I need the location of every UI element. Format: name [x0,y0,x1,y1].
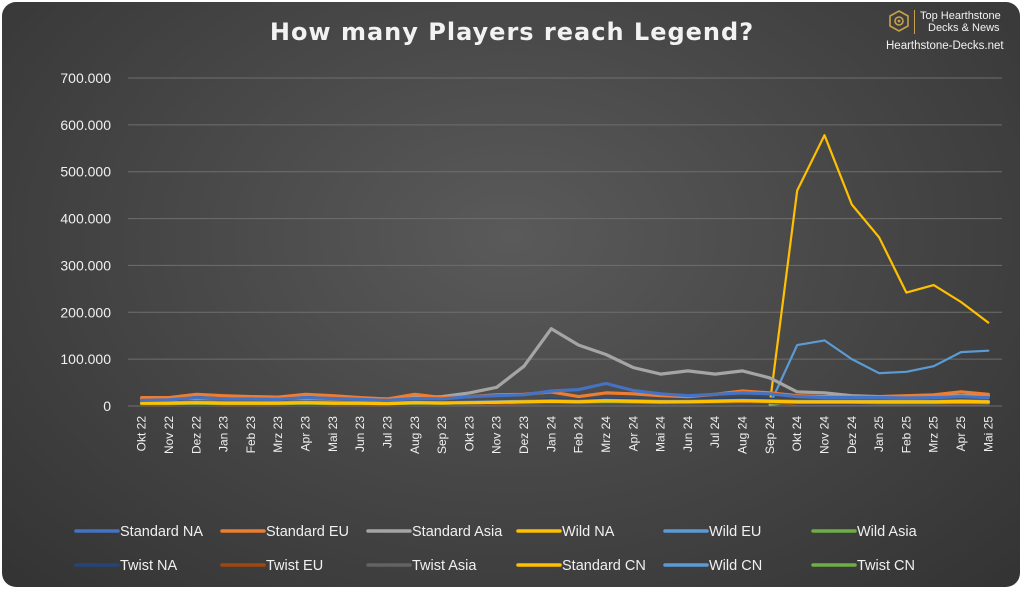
legend-label: Standard Asia [412,524,503,540]
legend-label: Twist Asia [412,558,477,574]
legend-item[interactable]: Wild Asia [811,524,918,540]
legend-label: Wild NA [562,524,615,540]
x-tick-label: Okt 23 [462,416,476,452]
series-line-standard-na [140,381,990,402]
x-tick-label: Jan 25 [872,416,886,452]
x-tick-label: Okt 22 [135,416,149,452]
x-tick-label: Mrz 23 [271,416,285,453]
x-tick-label: Jul 24 [708,416,722,448]
x-tick-label: Jul 23 [380,416,394,448]
x-tick-label: Mai 24 [654,416,668,452]
legend-item[interactable]: Twist Asia [366,558,477,574]
legend-item[interactable]: Wild CN [663,558,762,574]
x-tick-label: Feb 25 [899,416,913,454]
series-line-standard-cn [768,134,990,405]
x-tick-label: Jan 23 [217,416,231,452]
legend-label: Standard CN [562,558,646,574]
legend-item[interactable]: Standard EU [220,524,349,540]
legend-label: Standard EU [266,524,349,540]
legend-label: Twist EU [266,558,323,574]
legend-label: Standard NA [120,524,203,540]
brand-block[interactable]: Top Hearthstone Decks & News Hearthstone… [884,8,1014,58]
x-tick-label: Sep 23 [435,416,449,454]
x-tick-label: Apr 25 [954,416,968,452]
legend-item[interactable]: Standard CN [516,558,646,574]
legend-item[interactable]: Standard Asia [366,524,503,540]
series-line-wild-cn [768,339,990,406]
x-tick-label: Jan 24 [544,416,558,452]
legend-label: Twist CN [857,558,915,574]
x-tick-label: Jun 24 [681,416,695,452]
x-tick-label: Mrz 25 [927,416,941,453]
brand-separator [914,10,915,34]
x-tick-label: Dez 24 [845,416,859,454]
x-tick-label: Apr 24 [626,416,640,452]
chart-legend: Standard NA Standard EU Standard Asia Wild … [74,524,918,574]
y-tick-label: 700.000 [60,70,111,86]
y-tick-label: 400.000 [60,211,111,227]
y-tick-label: 100.000 [60,351,111,367]
x-tick-label: Apr 23 [299,416,313,452]
x-tick-label: Nov 23 [490,416,504,454]
x-tick-label: Aug 23 [408,416,422,454]
legend-item[interactable]: Standard NA [74,524,203,540]
x-tick-label: Feb 23 [244,416,258,454]
y-axis-ticks: 0 100.000 200.000 300.000 400.000 500.000 600.… [60,70,111,414]
legend-label: Twist NA [120,558,178,574]
legend-item[interactable]: Twist EU [220,558,323,574]
brand-line-2: Decks & News [928,22,1000,34]
chart-grid [128,77,1002,407]
y-tick-label: 600.000 [60,117,111,133]
x-tick-label: Aug 24 [736,416,750,454]
y-tick-label: 300.000 [60,257,111,273]
brand-line-1: Top Hearthstone [920,10,1001,22]
x-tick-label: Dez 23 [517,416,531,454]
legend-label: Wild Asia [857,524,918,540]
legend-item[interactable]: Wild EU [663,524,761,540]
legend-label: Wild CN [709,558,762,574]
hearthstone-logo-icon [889,10,909,32]
x-tick-label: Sep 24 [763,416,777,454]
x-tick-label: Mai 23 [326,416,340,452]
y-tick-label: 500.000 [60,164,111,180]
x-tick-label: Okt 24 [790,416,804,452]
x-tick-label: Nov 22 [162,416,176,454]
y-tick-label: 200.000 [60,304,111,320]
x-tick-label: Dez 22 [189,416,203,454]
legend-item[interactable]: Twist CN [811,558,915,574]
series-line-wild-na [140,399,990,406]
x-tick-label: Mai 25 [981,416,995,452]
x-tick-label: Nov 24 [817,416,831,454]
x-tick-label: Jun 23 [353,416,367,452]
legend-item[interactable]: Wild NA [516,524,615,540]
chart-title: How many Players reach Legend? [269,18,755,46]
legend-item[interactable]: Twist NA [74,558,178,574]
y-tick-label: 0 [103,398,111,414]
brand-url[interactable]: Hearthstone-Decks.net [886,40,1004,52]
legend-label: Wild EU [709,524,761,540]
x-tick-label: Mrz 24 [599,416,613,453]
x-tick-label: Feb 24 [572,416,586,454]
chart-series [140,134,990,407]
x-axis-ticks: Okt 22 Nov 22 Dez 22 Jan 23 Feb 23 Mrz 23 Apr … [135,416,996,454]
